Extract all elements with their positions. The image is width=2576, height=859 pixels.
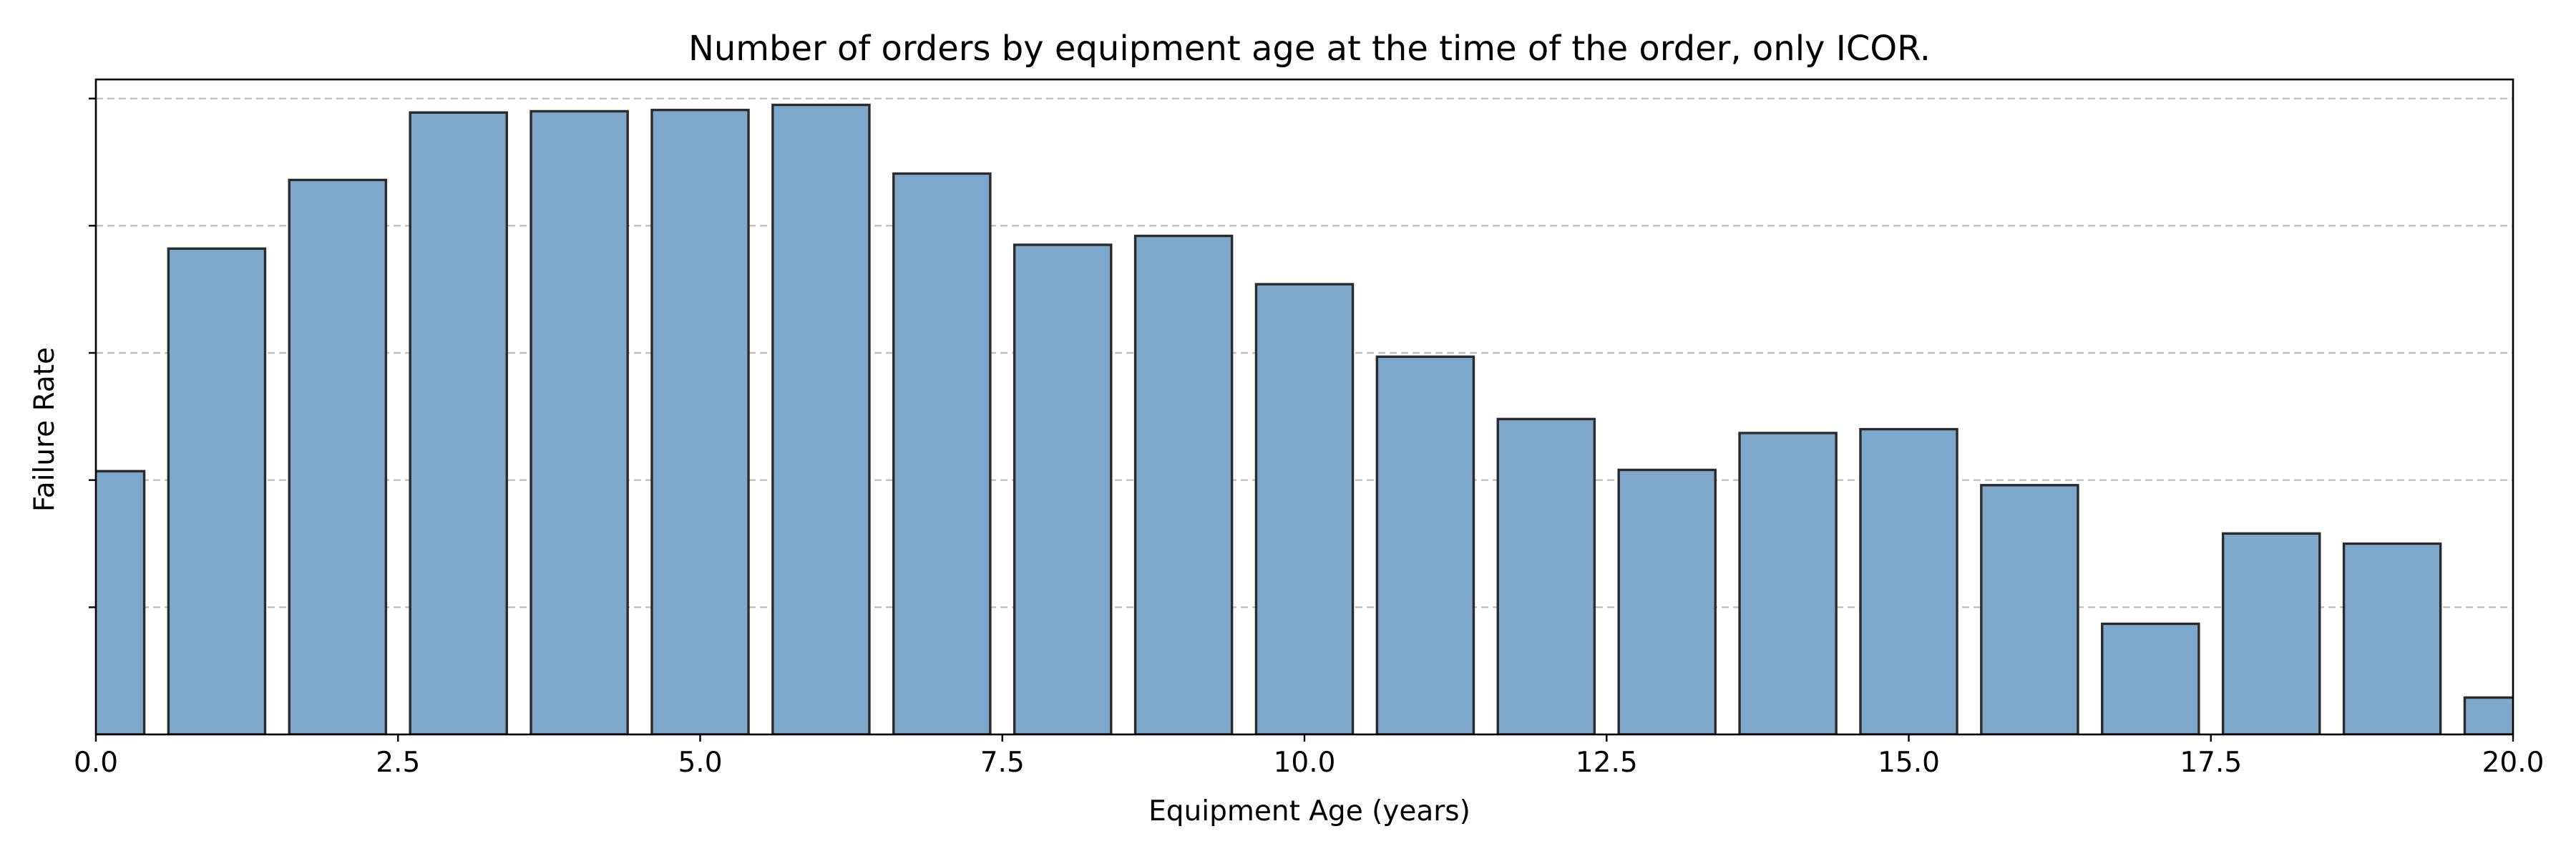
bar-18 bbox=[2221, 532, 2321, 734]
x-tick-label: 7.5 bbox=[980, 747, 1025, 779]
x-tick-label: 17.5 bbox=[2180, 747, 2242, 779]
x-tick-label: 20.0 bbox=[2482, 747, 2545, 779]
bar-15 bbox=[1859, 427, 1958, 734]
bar-14 bbox=[1738, 432, 1838, 734]
bar-2 bbox=[288, 178, 388, 734]
x-tick-label: 12.5 bbox=[1576, 747, 1638, 779]
bar-7 bbox=[892, 172, 992, 734]
chart-title: Number of orders by equipment age at the… bbox=[688, 29, 1931, 69]
bar-5 bbox=[650, 108, 750, 734]
bar-3 bbox=[409, 111, 508, 734]
bar-19 bbox=[2342, 542, 2442, 734]
x-tick-label: 10.0 bbox=[1274, 747, 1336, 779]
bar-1 bbox=[167, 247, 267, 734]
x-tick-label: 15.0 bbox=[1878, 747, 1940, 779]
bar-13 bbox=[1617, 468, 1717, 734]
x-tick-label: 2.5 bbox=[376, 747, 420, 779]
bar-17 bbox=[2101, 622, 2200, 734]
bars bbox=[96, 103, 2513, 734]
bar-10 bbox=[1254, 283, 1355, 734]
bar-16 bbox=[1980, 484, 2079, 734]
x-tick-label: 5.0 bbox=[678, 747, 722, 779]
bar-8 bbox=[1013, 243, 1113, 734]
bar-6 bbox=[771, 103, 871, 734]
bar-0 bbox=[96, 470, 146, 734]
bar-4 bbox=[530, 110, 629, 734]
bar-11 bbox=[1375, 355, 1475, 734]
y-axis-ticks bbox=[89, 97, 96, 608]
bar-12 bbox=[1496, 417, 1596, 734]
x-axis-ticks: 0.0 2.5 5.0 7.5 10.0 12.5 15.0 17.5 20.0 bbox=[74, 734, 2544, 779]
x-tick-label: 0.0 bbox=[74, 747, 118, 779]
y-axis-label: Failure Rate bbox=[29, 347, 61, 512]
x-axis-label: Equipment Age (years) bbox=[1148, 795, 1470, 828]
bar-9 bbox=[1133, 234, 1234, 734]
